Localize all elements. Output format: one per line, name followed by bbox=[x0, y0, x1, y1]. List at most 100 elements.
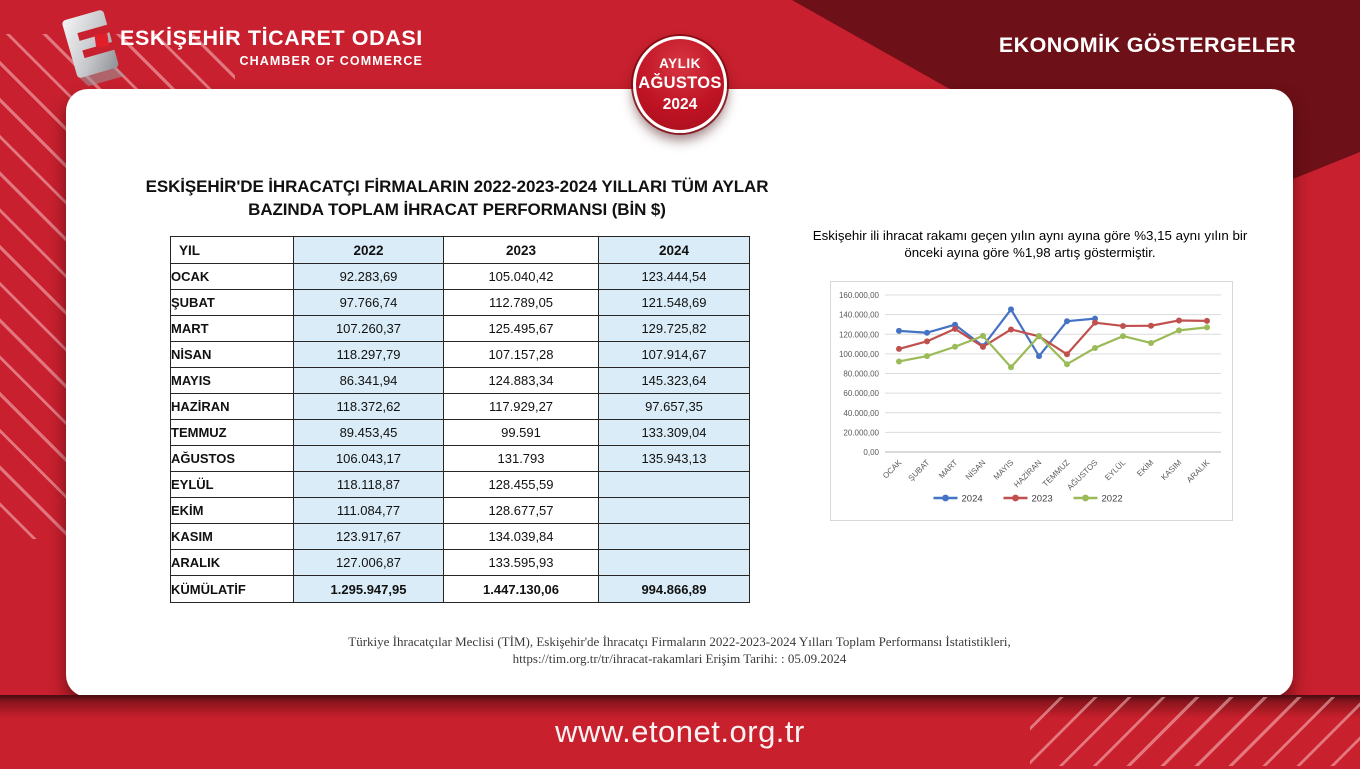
website-link[interactable]: www.etonet.org.tr bbox=[555, 714, 805, 749]
svg-text:HAZİRAN: HAZİRAN bbox=[1012, 458, 1043, 489]
svg-text:AĞUSTOS: AĞUSTOS bbox=[1065, 458, 1099, 492]
svg-text:OCAK: OCAK bbox=[881, 458, 904, 481]
table-row: NİSAN 118.297,79 107.157,28 107.914,67 bbox=[170, 341, 750, 368]
month-cell: ŞUBAT bbox=[170, 289, 294, 316]
table-row: ŞUBAT 97.766,74 112.789,05 121.548,69 bbox=[170, 289, 750, 316]
logo-text-block: ESKİŞEHİR TİCARET ODASI CHAMBER OF COMME… bbox=[120, 26, 423, 68]
month-cell: KASIM bbox=[170, 523, 294, 550]
svg-text:EYLÜL: EYLÜL bbox=[1103, 458, 1128, 483]
value-cell bbox=[598, 497, 750, 524]
eto-logo-icon bbox=[62, 10, 125, 87]
table-row: EKİM 111.084,77 128.677,57 bbox=[170, 497, 750, 524]
svg-text:MART: MART bbox=[937, 458, 959, 480]
value-cell: 127.006,87 bbox=[293, 549, 444, 576]
logo-title: ESKİŞEHİR TİCARET ODASI bbox=[120, 26, 423, 50]
month-cell: EYLÜL bbox=[170, 471, 294, 498]
table-row: AĞUSTOS 106.043,17 131.793 135.943,13 bbox=[170, 445, 750, 472]
table-row: EYLÜL 118.118,87 128.455,59 bbox=[170, 471, 750, 498]
value-cell: 145.323,64 bbox=[598, 367, 750, 394]
value-cell: 128.677,57 bbox=[443, 497, 599, 524]
value-cell: 107.260,37 bbox=[293, 315, 444, 342]
svg-text:2024: 2024 bbox=[962, 494, 983, 505]
value-cell: 86.341,94 bbox=[293, 367, 444, 394]
value-cell: 121.548,69 bbox=[598, 289, 750, 316]
svg-text:60.000,00: 60.000,00 bbox=[843, 389, 879, 398]
eto-logo bbox=[52, 4, 130, 97]
value-cell: 107.914,67 bbox=[598, 341, 750, 368]
value-cell: 124.883,34 bbox=[443, 367, 599, 394]
value-cell: 1.447.130,06 bbox=[443, 575, 599, 603]
export-chart: 0,00 20.000,00 40.000,00 60.000,00 80.000,00… bbox=[830, 281, 1233, 521]
value-cell: 125.495,67 bbox=[443, 315, 599, 342]
svg-text:160.000,00: 160.000,00 bbox=[839, 291, 880, 300]
table-body: OCAK 92.283,69 105.040,42 123.444,54 ŞUBAT 97… bbox=[170, 263, 750, 603]
svg-text:80.000,00: 80.000,00 bbox=[843, 370, 879, 379]
value-cell: 135.943,13 bbox=[598, 445, 750, 472]
month-cell: TEMMUZ bbox=[170, 419, 294, 446]
month-cell: MAYIS bbox=[170, 367, 294, 394]
table-row: ARALIK 127.006,87 133.595,93 bbox=[170, 549, 750, 576]
table-row: MART 107.260,37 125.495,67 129.725,82 bbox=[170, 315, 750, 342]
value-cell: 1.295.947,95 bbox=[293, 575, 444, 603]
table-header-yil: YIL bbox=[170, 236, 294, 264]
month-cell: MART bbox=[170, 315, 294, 342]
svg-text:NİSAN: NİSAN bbox=[964, 458, 988, 482]
value-cell: 994.866,89 bbox=[598, 575, 750, 603]
export-chart-svg: 0,00 20.000,00 40.000,00 60.000,00 80.000,00… bbox=[839, 291, 1221, 505]
value-cell: 118.297,79 bbox=[293, 341, 444, 368]
table-header-2023: 2023 bbox=[443, 236, 599, 264]
value-cell: 117.929,27 bbox=[443, 393, 599, 420]
value-cell: 133.595,93 bbox=[443, 549, 599, 576]
month-cell: ARALIK bbox=[170, 549, 294, 576]
value-cell: 99.591 bbox=[443, 419, 599, 446]
value-cell: 105.040,42 bbox=[443, 263, 599, 290]
content-card: ESKİŞEHİR'DE İHRACATÇI FİRMALARIN 2022-2… bbox=[66, 89, 1293, 697]
month-cell: HAZİRAN bbox=[170, 393, 294, 420]
value-cell: 118.372,62 bbox=[293, 393, 444, 420]
svg-text:140.000,00: 140.000,00 bbox=[839, 311, 880, 320]
month-cell: KÜMÜLATİF bbox=[170, 575, 294, 603]
table-row: HAZİRAN 118.372,62 117.929,27 97.657,35 bbox=[170, 393, 750, 420]
value-cell: 133.309,04 bbox=[598, 419, 750, 446]
value-cell: 131.793 bbox=[443, 445, 599, 472]
value-cell: 106.043,17 bbox=[293, 445, 444, 472]
chart-note: Eskişehir ili ihracat rakamı geçen yılın… bbox=[812, 228, 1248, 260]
value-cell: 123.917,67 bbox=[293, 523, 444, 550]
source-line1: Türkiye İhracatçılar Meclisi (TİM), Eski… bbox=[348, 634, 1011, 649]
svg-text:0,00: 0,00 bbox=[863, 448, 879, 457]
month-cell: NİSAN bbox=[170, 341, 294, 368]
month-cell: AĞUSTOS bbox=[170, 445, 294, 472]
table-row: OCAK 92.283,69 105.040,42 123.444,54 bbox=[170, 263, 750, 290]
value-cell: 89.453,45 bbox=[293, 419, 444, 446]
source-line2: https://tim.org.tr/tr/ihracat-rakamlari … bbox=[512, 651, 847, 666]
table-header-row: YIL 2022 2023 2024 bbox=[170, 236, 750, 264]
table-header-2024: 2024 bbox=[598, 236, 750, 264]
svg-text:KASIM: KASIM bbox=[1159, 458, 1183, 482]
value-cell: 97.657,35 bbox=[598, 393, 750, 420]
value-cell: 107.157,28 bbox=[443, 341, 599, 368]
badge-period-label: AYLIK bbox=[659, 55, 701, 71]
value-cell bbox=[598, 471, 750, 498]
svg-text:EKİM: EKİM bbox=[1135, 458, 1155, 478]
monthly-badge: AYLIK AĞUSTOS 2024 bbox=[633, 36, 727, 133]
logo-subtitle: CHAMBER OF COMMERCE bbox=[239, 54, 423, 68]
table-row: KÜMÜLATİF 1.295.947,95 1.447.130,06 994.866… bbox=[170, 575, 750, 603]
value-cell: 123.444,54 bbox=[598, 263, 750, 290]
value-cell: 92.283,69 bbox=[293, 263, 444, 290]
report-title: ESKİŞEHİR'DE İHRACATÇI FİRMALARIN 2022-2… bbox=[145, 177, 769, 219]
svg-text:ARALIK: ARALIK bbox=[1185, 458, 1212, 485]
value-cell: 134.039,84 bbox=[443, 523, 599, 550]
month-cell: EKİM bbox=[170, 497, 294, 524]
page-title: EKONOMİK GÖSTERGELER bbox=[998, 33, 1296, 57]
diagonal-stripes-bottom-right bbox=[1030, 697, 1360, 766]
value-cell: 111.084,77 bbox=[293, 497, 444, 524]
source-citation: Türkiye İhracatçılar Meclisi (TİM), Eski… bbox=[66, 633, 1293, 667]
svg-text:120.000,00: 120.000,00 bbox=[839, 330, 880, 339]
svg-text:100.000,00: 100.000,00 bbox=[839, 350, 880, 359]
value-cell: 112.789,05 bbox=[443, 289, 599, 316]
svg-text:2023: 2023 bbox=[1032, 494, 1053, 505]
table-row: MAYIS 86.341,94 124.883,34 145.323,64 bbox=[170, 367, 750, 394]
table-row: KASIM 123.917,67 134.039,84 bbox=[170, 523, 750, 550]
table-row: TEMMUZ 89.453,45 99.591 133.309,04 bbox=[170, 419, 750, 446]
value-cell: 128.455,59 bbox=[443, 471, 599, 498]
